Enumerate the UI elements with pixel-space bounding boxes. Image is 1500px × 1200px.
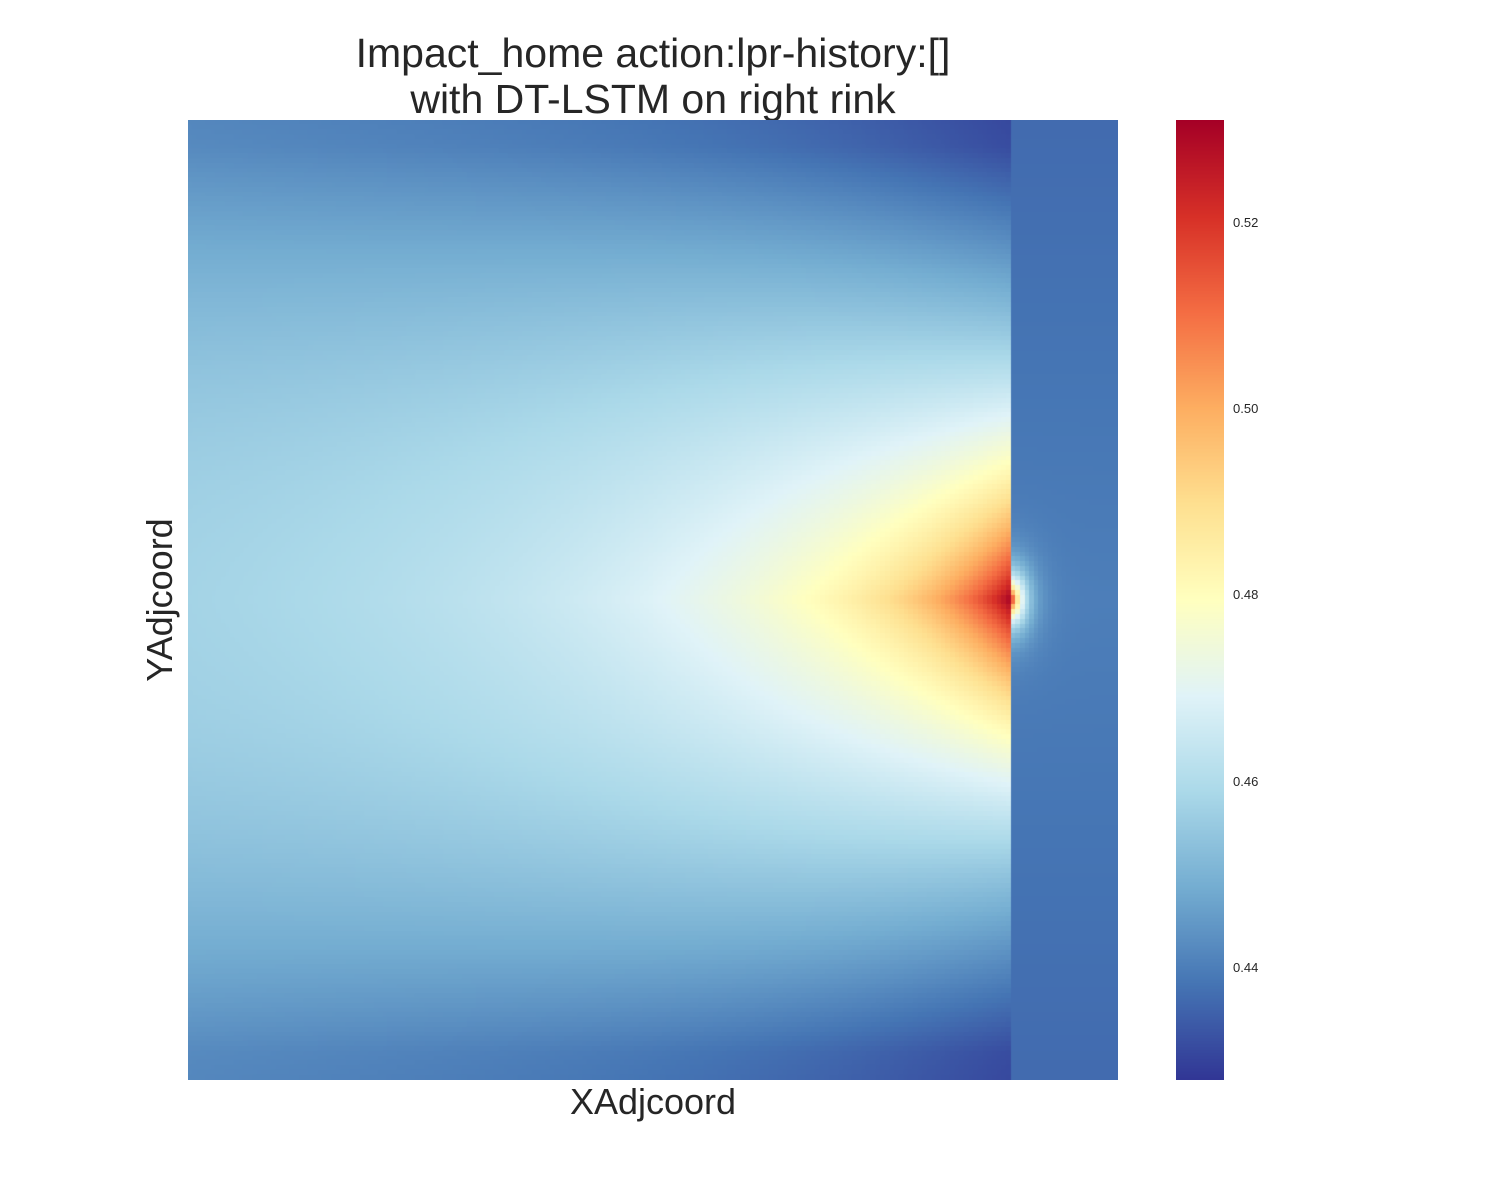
colorbar-tick-label: 0.52 (1224, 215, 1258, 231)
colorbar-tick-label: 0.48 (1224, 587, 1258, 603)
y-axis-label: YAdjcoord (139, 518, 180, 682)
chart-title-line-2: with DT-LSTM on right rink (410, 76, 896, 122)
heatmap-plot (188, 120, 1118, 1080)
colorbar (1176, 120, 1224, 1080)
colorbar-tick-text: 0.44 (1233, 960, 1259, 976)
colorbar-tick-text: 0.52 (1233, 214, 1259, 230)
colorbar-tick-label: 0.50 (1224, 401, 1258, 417)
colorbar-tick-labels: 0.44 0.46 0.48 0.50 0.52 (1224, 120, 1304, 1080)
colorbar-tick-text: 0.46 (1233, 773, 1259, 789)
colorbar-tick-text: 0.50 (1233, 400, 1259, 416)
chart-title-line-1: Impact_home action:lpr-history:[] (355, 30, 951, 76)
colorbar-tick-label: 0.46 (1224, 774, 1258, 790)
x-axis-label: XAdjcoord (569, 1081, 737, 1122)
colorbar-tick-label: 0.44 (1224, 960, 1258, 976)
colorbar-tick-text: 0.48 (1233, 587, 1259, 603)
